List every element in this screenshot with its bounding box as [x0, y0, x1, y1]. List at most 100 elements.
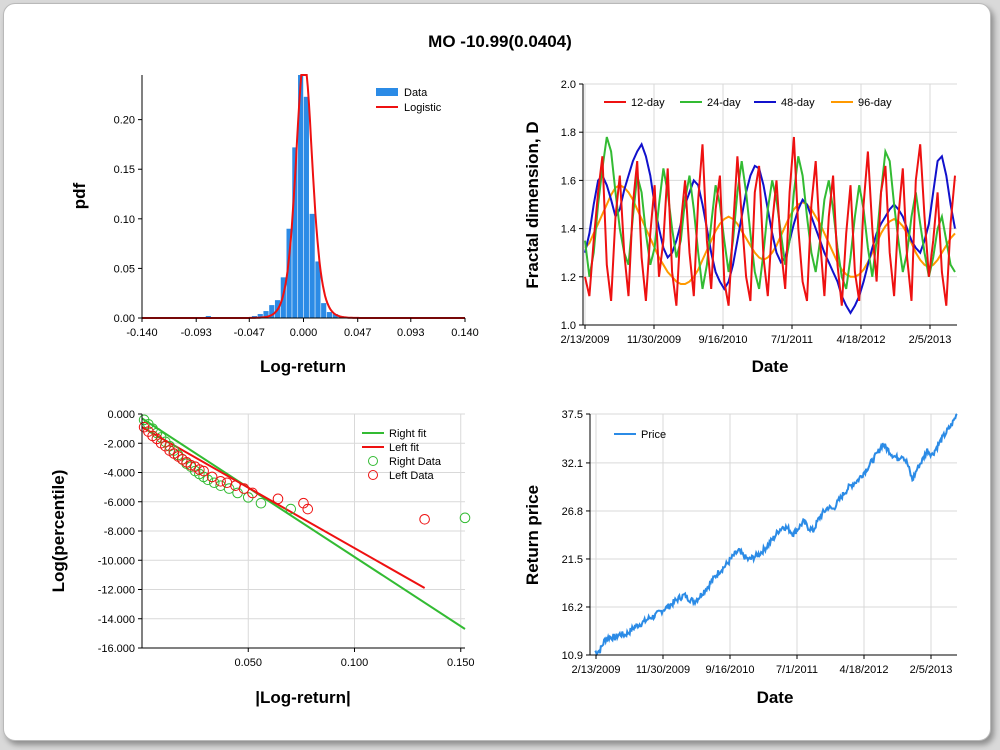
price-y-tick-label: 37.5 [562, 409, 583, 421]
tail-y-tick-label: -14.000 [98, 614, 135, 626]
legend-label-48-day: 48-day [781, 97, 815, 109]
tail-y-tick-label: 0.000 [107, 409, 135, 421]
price-x-tick-label: 2/13/2009 [572, 664, 621, 676]
fractal-ylabel: Fractal dimension, D [523, 121, 542, 288]
pdf-y-tick-label: 0.00 [114, 313, 135, 325]
tail-xlabel: |Log-return| [255, 688, 350, 707]
price-x-tick-label: 9/16/2010 [706, 664, 755, 676]
tail-y-tick-label: -12.000 [98, 585, 135, 597]
pdf-ylabel: pdf [70, 182, 89, 209]
fractal-y-tick-label: 1.2 [561, 272, 576, 284]
fractal-y-ticks: 1.0 1.2 1.4 1.6 1.8 2.0 [561, 79, 583, 332]
fractal-x-tick-label: 2/5/2013 [909, 334, 952, 346]
pdf-bar [309, 213, 315, 318]
price-x-tick-label: 7/1/2011 [776, 664, 818, 676]
tail-legend: Right fit Left fit Right Data Left Data [362, 428, 442, 482]
pdf-bars [205, 75, 356, 319]
price-y-tick-label: 16.2 [562, 602, 583, 614]
pdf-y-tick-label: 0.10 [114, 214, 135, 226]
left-data-point [215, 475, 226, 487]
price-x-tick-label: 2/5/2013 [910, 664, 953, 676]
fractal-legend: 12-day 24-day 48-day 96-day [604, 97, 892, 109]
pdf-xlabel: Log-return [260, 357, 346, 376]
pdf-bar [321, 303, 327, 318]
pdf-x-tick-label: 0.093 [397, 327, 425, 339]
legend-swatch-left-data [368, 470, 378, 480]
right-data-point [255, 497, 267, 509]
right-data-point [459, 512, 471, 524]
pdf-x-tick-label: 0.000 [290, 327, 318, 339]
price-y-tick-label: 32.1 [562, 458, 583, 470]
price-y-tick-label: 10.9 [562, 650, 583, 662]
price-y-tick-label: 26.8 [562, 506, 583, 518]
price-y-tick-label: 21.5 [562, 554, 583, 566]
fractal-line-12-day [584, 136, 956, 306]
fractal-xlabel: Date [752, 357, 789, 376]
pdf-bar [298, 75, 304, 318]
pdf-bar [326, 312, 333, 318]
fractal-x-ticks: 2/13/2009 11/30/2009 9/16/2010 7/1/2011 4/18… [561, 325, 952, 346]
left-data-point [198, 465, 209, 477]
legend-label-right-fit: Right fit [389, 428, 426, 440]
pdf-panel: -0.140 -0.093 -0.047 0.000 0.047 0.093 0.140 0… [70, 74, 479, 376]
fractal-x-tick-label: 9/16/2010 [699, 334, 748, 346]
tail-panel: 0.050 0.100 0.150 0.000 -2.000 -4.000 -6.000 -… [49, 409, 475, 707]
pdf-y-tick-label: 0.20 [114, 115, 135, 127]
fractal-x-tick-label: 2/13/2009 [561, 334, 610, 346]
left-data-point [185, 459, 197, 471]
left-data-point [206, 471, 218, 483]
pdf-y-tick-label: 0.15 [114, 164, 135, 176]
pdf-bar [269, 305, 275, 318]
fractal-y-tick-label: 1.4 [561, 224, 576, 236]
tail-x-ticks: 0.050 0.100 0.150 [234, 648, 475, 669]
fractal-x-tick-label: 11/30/2009 [627, 334, 681, 346]
fractal-y-tick-label: 1.8 [561, 127, 576, 139]
right-data-point [285, 503, 297, 515]
price-line [594, 413, 958, 657]
fractal-y-tick-label: 1.6 [561, 175, 576, 187]
tail-y-tick-label: -10.000 [98, 555, 135, 567]
price-ylabel: Return price [523, 485, 542, 585]
fractal-y-tick-label: 2.0 [561, 79, 576, 91]
left-data-point [419, 514, 430, 525]
chart-frame [3, 3, 991, 741]
left-data-point [194, 464, 205, 475]
legend-swatch-right-data [368, 456, 378, 466]
right-fit-line [141, 417, 466, 630]
page-title: MO -10.99(0.0404) [428, 32, 572, 51]
pdf-x-tick-label: -0.140 [126, 327, 157, 339]
pdf-bar [286, 228, 292, 318]
tail-y-tick-label: -2.000 [104, 438, 135, 450]
tail-y-tick-label: -6.000 [104, 497, 135, 509]
pdf-legend: Data Logistic [376, 87, 442, 114]
tail-y-tick-label: -4.000 [104, 468, 135, 480]
pdf-x-tick-label: 0.047 [344, 327, 372, 339]
price-x-tick-label: 11/30/2009 [636, 664, 690, 676]
price-legend: Price [614, 429, 666, 441]
pdf-x-ticks: -0.140 -0.093 -0.047 0.000 0.047 0.093 0.140 [126, 318, 479, 339]
pdf-bar [292, 147, 298, 318]
legend-label-logistic: Logistic [404, 102, 442, 114]
tail-ylabel: Log(percentile) [49, 470, 68, 593]
price-x-tick-label: 4/18/2012 [840, 664, 889, 676]
fractal-panel: 2/13/2009 11/30/2009 9/16/2010 7/1/2011 4/18… [523, 79, 957, 376]
left-data-point [238, 483, 250, 494]
price-xlabel: Date [757, 688, 794, 707]
fractal-x-tick-label: 7/1/2011 [771, 334, 813, 346]
pdf-bar [263, 311, 269, 318]
left-data-point [247, 487, 258, 499]
pdf-bar [257, 314, 263, 318]
fractal-x-tick-label: 4/18/2012 [837, 334, 886, 346]
tail-y-ticks: 0.000 -2.000 -4.000 -6.000 -8.000 -10.000 -12.… [98, 409, 142, 655]
legend-label-left-data: Left Data [389, 470, 435, 482]
left-data-points [138, 421, 430, 525]
pdf-y-tick-label: 0.05 [114, 263, 135, 275]
legend-label-price: Price [641, 429, 666, 441]
tail-x-tick-label: 0.050 [234, 657, 262, 669]
left-data-point [272, 493, 284, 505]
pdf-x-tick-label: -0.093 [181, 327, 212, 339]
legend-label-right-data: Right Data [389, 456, 442, 468]
legend-swatch-data [376, 88, 398, 96]
tail-x-tick-label: 0.150 [447, 657, 475, 669]
right-data-point [208, 477, 220, 489]
